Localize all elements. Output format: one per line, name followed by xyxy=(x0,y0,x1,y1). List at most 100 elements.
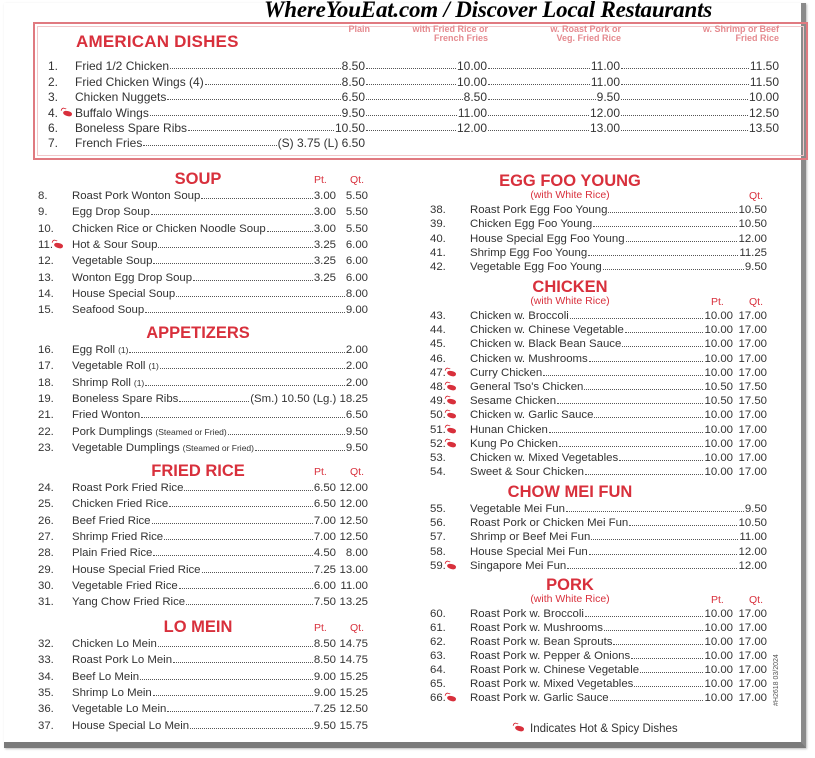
dot-leader xyxy=(190,719,313,729)
dot-leader xyxy=(141,408,345,419)
american-dishes-title: AMERICAN DISHES xyxy=(76,32,239,51)
price-segment: Seafood Soup 9.00 xyxy=(72,303,368,318)
item-price-quart: 17.00 xyxy=(738,437,767,450)
dot-leader xyxy=(559,437,704,447)
item-price: 10.00 xyxy=(704,352,733,365)
item-number: 44. xyxy=(430,324,446,337)
item-number: 26. xyxy=(38,514,54,527)
item-name: Yang Chow Fried Rice xyxy=(72,596,186,609)
dot-leader xyxy=(629,516,738,527)
chili-pepper-icon xyxy=(446,397,457,406)
item-price-quart: 17.00 xyxy=(738,692,767,704)
pint-label: Pt. xyxy=(711,594,724,606)
item-number: 42. xyxy=(430,261,446,274)
item-price: 7.50 xyxy=(313,596,336,609)
item-number: 16. xyxy=(38,344,54,356)
item-name: House Special Soup xyxy=(72,287,176,300)
price-segment: 13.00 xyxy=(487,121,620,136)
item-price-quart: 6.00 xyxy=(345,271,368,284)
item-price: 10.50 xyxy=(738,218,767,231)
item-price: 10.00 xyxy=(704,466,733,479)
item-price: 10.00 xyxy=(704,338,733,351)
item-price: 3.25 xyxy=(313,271,336,284)
item-price: 11.00 xyxy=(739,531,767,544)
chili-pepper-icon xyxy=(446,412,457,420)
dot-leader xyxy=(624,323,704,334)
item-price: 10.00 xyxy=(704,650,733,662)
item-price: 11.00 xyxy=(590,75,620,89)
dot-leader xyxy=(159,359,345,370)
price-segment: Chicken Nuggets 6.50 xyxy=(75,90,365,105)
item-price: 8.50 xyxy=(313,638,336,650)
price-segment: 10.00 xyxy=(365,59,487,74)
menu-item-row: 21. Fried Wonton 6.50 xyxy=(38,408,368,423)
section-title-lo_mein: LO MEIN xyxy=(163,618,233,636)
price-segment: Sweet & Sour Chicken 10.00 xyxy=(470,465,733,480)
item-number: 65. xyxy=(430,678,446,690)
menu-item-row: 26. Beef Fried Rice 7.00 12.50 xyxy=(38,514,368,529)
quart-label: Qt. xyxy=(350,174,365,186)
item-number: 24. xyxy=(38,482,54,494)
item-number: 34. xyxy=(38,670,54,683)
item-price-quart: 15.25 xyxy=(339,670,368,683)
item-number: 19. xyxy=(38,392,54,405)
item-name: Fried Wonton xyxy=(72,409,141,422)
price-segment: Beef Lo Mein 9.00 xyxy=(72,670,336,685)
item-number: 41. xyxy=(430,246,446,259)
menu-item-row: 13. Wonton Egg Drop Soup 3.25 6.00 xyxy=(38,271,368,286)
item-name: Roast Pork w. Bean Sprouts xyxy=(470,636,613,648)
item-price-quart: 17.00 xyxy=(738,352,767,365)
item-name: Egg Roll xyxy=(72,344,116,356)
price-segment: Chicken Rice or Chicken Noodle Soup 3.00 xyxy=(72,222,336,237)
item-price: 2.00 xyxy=(345,376,368,389)
price-segment: Chicken w. Chinese Vegetable 10.00 xyxy=(470,323,733,338)
item-number: 2. xyxy=(48,75,59,89)
menu-item-row: 47. Curry Chicken 10.00 17.00 xyxy=(430,366,767,381)
dot-leader xyxy=(621,106,748,116)
item-name: Chicken w. Chinese Vegetable xyxy=(470,324,624,337)
item-number: 30. xyxy=(38,579,54,592)
dot-leader xyxy=(569,309,704,319)
item-number: 8. xyxy=(38,190,48,202)
price-segment: Shrimp Roll (1) 2.00 xyxy=(72,376,368,391)
price-segment: Shrimp or Beef Mei Fun 11.00 xyxy=(470,530,767,545)
chili-pepper-icon xyxy=(446,426,457,434)
item-price: 3.25 xyxy=(313,238,336,251)
price-segment: Vegetable Roll (1) 2.00 xyxy=(72,359,368,374)
item-price: 3.25 xyxy=(313,255,336,268)
dot-leader xyxy=(188,121,334,131)
item-name: House Special Egg Foo Young xyxy=(470,232,625,245)
menu-item-row: 3. Chicken Nuggets 6.50 8.50 9.50 10.00 xyxy=(48,90,788,105)
menu-item-row: 23. Vegetable Dumplings (Steamed or Fried)… xyxy=(38,441,368,456)
price-segment: 11.00 xyxy=(487,59,620,74)
price-segment: Plain Fried Rice 4.50 xyxy=(72,546,336,561)
dot-leader xyxy=(608,203,738,213)
menu-item-row: 17. Vegetable Roll (1) 2.00 xyxy=(38,359,368,374)
item-name: Vegetable Dumplings xyxy=(72,441,180,454)
price-segment: Roast Pork or Chicken Mei Fun 10.50 xyxy=(470,516,767,531)
price-segment: Roast Pork w. Pepper & Onions 10.00 xyxy=(470,649,733,664)
dot-leader xyxy=(366,90,463,100)
menu-item-row: 18. Shrimp Roll (1) 2.00 xyxy=(38,376,368,391)
price-segment: Chicken w. Broccoli 10.00 xyxy=(470,309,733,324)
item-number: 49. xyxy=(430,395,446,408)
price-segment: Vegetable Soup 3.25 xyxy=(72,254,336,269)
item-price: 10.50 xyxy=(704,381,733,393)
item-price: 10.00 xyxy=(704,678,733,690)
item-name: Vegetable Roll xyxy=(72,360,146,373)
price-segment: Roast Pork w. Chinese Vegetable 10.00 xyxy=(470,663,733,678)
item-name: Chicken Nuggets xyxy=(75,90,167,104)
dot-leader xyxy=(488,75,590,85)
item-price: 9.50 xyxy=(345,441,368,454)
item-price-quart: 17.00 xyxy=(738,423,767,436)
price-segment: Chicken Fried Rice 6.50 xyxy=(72,497,336,512)
section-subtitle: (with White Rice) xyxy=(530,295,610,307)
item-price-quart: 14.75 xyxy=(339,638,368,650)
item-name: Vegetable Lo Mein xyxy=(72,703,167,716)
item-price-quart: 17.00 xyxy=(738,452,767,464)
price-segment: Fried Chicken Wings (4) 8.50 xyxy=(75,75,365,90)
price-segment: Fried 1/2 Chicken 8.50 xyxy=(75,59,365,74)
item-name: Kung Po Chicken xyxy=(470,437,559,450)
dot-leader xyxy=(621,75,749,85)
menu-item-row: 8. Roast Pork Wonton Soup 3.00 5.50 xyxy=(38,189,368,204)
